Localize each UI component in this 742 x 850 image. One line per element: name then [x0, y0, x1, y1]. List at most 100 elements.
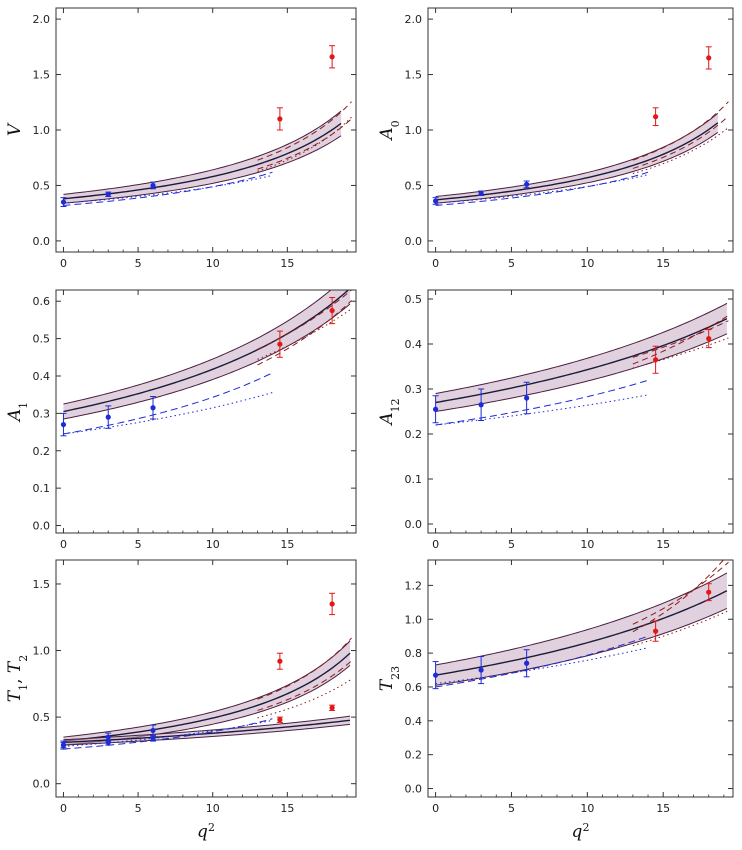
y-tick-label: 0.1: [33, 482, 51, 495]
plot-area: [432, 560, 729, 690]
main-band-lower: [435, 333, 728, 412]
high-q2-point-2: [706, 336, 712, 342]
x-axis-label: q2: [572, 821, 590, 843]
x-tick-label: 0: [432, 538, 439, 551]
high-q2-dashed-curve-1: [632, 101, 729, 161]
high-q2-dotted-curve: [632, 127, 729, 175]
low-q2-point-2: [105, 734, 111, 740]
main-central-fit: [435, 590, 728, 676]
y-tick-label: 1.5: [405, 69, 423, 82]
x-tick-label: 5: [135, 257, 142, 270]
main-central-fit: [435, 317, 728, 404]
y-tick-label: 0.2: [405, 428, 423, 441]
y-tick-label: 0.0: [33, 235, 51, 248]
y-tick-label: 0.3: [33, 407, 51, 420]
x-tick-label: 5: [135, 802, 142, 815]
y-tick-label: 1.5: [33, 69, 51, 82]
y-tick-label: 0.0: [405, 783, 423, 796]
x-tick-label: 0: [60, 538, 67, 551]
y-tick-label: 1.2: [405, 579, 423, 592]
main-central-fit: [63, 290, 350, 413]
x-tick-label: 15: [280, 802, 294, 815]
low-q2-point-3: [524, 660, 530, 666]
x-tick-label: 15: [656, 538, 670, 551]
y-tick-label: 0.3: [405, 383, 423, 396]
high-q2-dashed-curve-1: [257, 300, 352, 366]
x-tick-label: 15: [280, 257, 294, 270]
main-central-fit: [63, 122, 342, 200]
x-tick-label: 0: [60, 257, 67, 270]
low-q2-point-3: [150, 405, 156, 411]
high-q2-point-2: [329, 54, 335, 60]
y-tick-label: 0.0: [405, 235, 423, 248]
y-tick-label: 0.4: [405, 715, 423, 728]
low-q2-second-point-3: [150, 735, 156, 742]
high-q2-point-2: [329, 601, 335, 607]
y-tick-label: 0.6: [33, 295, 51, 308]
x-tick-label: 10: [580, 538, 594, 551]
high-q2-dashed-curve-1: [257, 637, 352, 700]
low-q2-second-point-1: [60, 742, 67, 748]
y-tick-label: 0.5: [405, 293, 423, 306]
x-tick-label: 15: [280, 538, 294, 551]
high-q2-dashed-curve-2: [257, 660, 352, 711]
x-tick-label: 0: [432, 257, 439, 270]
main-central-fit: [63, 652, 351, 742]
high-q2-dashed-curve-1: [632, 314, 729, 365]
low-q2-point-2: [478, 402, 484, 408]
main-band: [63, 111, 342, 204]
y-axis-label: A12: [377, 398, 402, 426]
low-q2-dashed-curve: [435, 635, 649, 688]
main-band: [63, 640, 351, 746]
high-q2-point-2: [706, 589, 712, 595]
x-tick-label: 15: [656, 802, 670, 815]
y-axis-label: T23: [377, 666, 402, 691]
low-q2-point-1: [60, 421, 67, 428]
high-q2-dotted-curve: [257, 116, 352, 172]
panel-5: 0 5 10 15 0.0 0.5 1.0 1.5 T1, T2 q2: [5, 559, 357, 842]
main-band-upper: [63, 110, 342, 195]
low-q2-point-1: [432, 406, 439, 412]
plot-frame: [427, 7, 734, 253]
high-q2-point-1: [277, 658, 283, 664]
x-tick-label: 10: [206, 802, 220, 815]
panel-2: 0 5 10 15 0.0 0.5 1.0 1.5 2.0 A0: [377, 7, 734, 270]
y-tick-label: 0.1: [405, 473, 423, 486]
y-tick-label: 0.0: [33, 778, 51, 791]
low-q2-point-1: [60, 199, 67, 205]
plot-frame: [427, 289, 734, 534]
x-tick-label: 10: [580, 257, 594, 270]
y-tick-label: 1.0: [405, 613, 423, 626]
plot-area: [432, 302, 729, 426]
main-band-upper: [63, 290, 332, 405]
x-tick-label: 5: [508, 538, 515, 551]
panel-6: 0 5 10 15 0.0 0.2 0.4 0.6 0.8 1.0 1.2 T23 q2: [377, 559, 734, 843]
plot-area: [60, 592, 352, 750]
low-q2-point-3: [524, 181, 530, 187]
high-q2-dashed-curve-1: [257, 101, 352, 161]
x-tick-label: 5: [508, 257, 515, 270]
y-tick-label: 2.0: [405, 13, 423, 26]
main-band-lower: [63, 135, 342, 204]
plot-frame: [55, 559, 357, 798]
low-q2-point-2: [105, 191, 111, 197]
high-q2-point-1: [653, 114, 659, 120]
x-tick-label: 15: [656, 257, 670, 270]
high-q2-second-point-1: [277, 717, 283, 723]
high-q2-dashed-curve-2: [632, 561, 729, 625]
y-tick-label: 0.0: [405, 518, 423, 531]
y-tick-label: 0.4: [405, 338, 423, 351]
y-axis-label: V: [5, 122, 25, 136]
low-q2-point-3: [150, 727, 156, 734]
main-band-lower: [63, 303, 351, 420]
high-q2-dashed-curve-2: [632, 115, 729, 169]
low-q2-dashed-curve: [435, 379, 649, 426]
y-tick-label: 0.8: [405, 647, 423, 660]
x-tick-label: 0: [60, 802, 67, 815]
y-tick-label: 1.0: [405, 124, 423, 137]
plot-frame: [55, 7, 357, 253]
high-q2-dashed-curve-2: [257, 290, 352, 350]
x-tick-label: 10: [206, 538, 220, 551]
panel-4: 0 5 10 15 0.0 0.1 0.2 0.3 0.4 0.5 A12: [377, 289, 734, 551]
y-tick-label: 0.2: [405, 749, 423, 762]
